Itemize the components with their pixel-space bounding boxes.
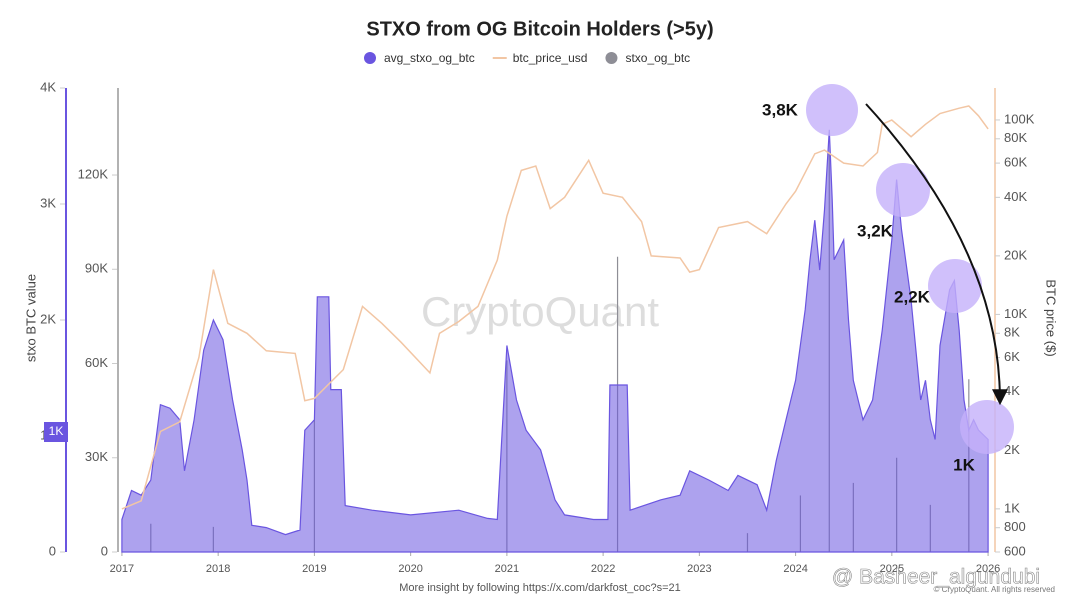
highlight xyxy=(876,163,930,217)
overlay-handle: @ Basheer_algundubi xyxy=(832,566,1040,589)
y3ticks-tick-label: 60K xyxy=(85,355,108,370)
y3ticks-tick-label: 90K xyxy=(85,261,108,276)
legend: avg_stxo_og_btc btc_price_usd stxo_og_btc xyxy=(364,51,690,65)
chart-title: STXO from OG Bitcoin Holders (>5y) xyxy=(366,18,713,40)
yticks-tick-label: 0 xyxy=(49,543,56,558)
x-tick-label: 2023 xyxy=(687,563,711,575)
y2ticks-tick-label: 1K xyxy=(1004,500,1020,515)
area xyxy=(121,129,989,553)
x-tick-label: 2026 xyxy=(976,563,1000,575)
x-tick-label: 2020 xyxy=(398,563,422,575)
legend-label: btc_price_usd xyxy=(513,51,588,65)
y2ticks-tick-label: 2K xyxy=(1004,442,1020,457)
x-tick-label: 2024 xyxy=(783,563,807,575)
legend-swatch xyxy=(605,52,618,64)
y2ticks-tick-label: 20K xyxy=(1004,247,1027,262)
y2ticks-tick-label: 6K xyxy=(1004,349,1020,364)
y2ticks-tick-label: 40K xyxy=(1004,189,1027,204)
line xyxy=(121,105,989,510)
x-tick-label: 2021 xyxy=(495,563,519,575)
yticks-tick-label: 3K xyxy=(40,195,56,210)
plot: 0 1K 2K 3K 4K 0 30K 60K 90K 120K 600 800 1K 2K 4K 6K 8K 1… xyxy=(40,79,1035,574)
y2ticks-tick-label: 4K xyxy=(1004,383,1020,398)
y2ticks-tick-label: 10K xyxy=(1004,306,1027,321)
footer: More insight by following https://x.com/… xyxy=(399,582,681,594)
y2ticks-tick-label: 80K xyxy=(1004,130,1027,145)
highlight xyxy=(928,259,982,313)
annotation: 1K xyxy=(953,455,975,474)
y-axis-title: stxo BTC value xyxy=(23,274,38,362)
y3ticks-tick-label: 30K xyxy=(85,449,108,464)
legend-label: stxo_og_btc xyxy=(625,51,690,65)
x-tick-label: 2019 xyxy=(302,563,326,575)
yticks-tick-label: 4K xyxy=(40,79,56,94)
x-tick-label: 2022 xyxy=(591,563,615,575)
current-value-box xyxy=(44,422,68,442)
y3ticks-tick-label: 120K xyxy=(78,166,109,181)
y2-axis-title: BTC price ($) xyxy=(1044,279,1059,356)
annotation: 3,8K xyxy=(762,100,799,119)
yticks-tick-label: 2K xyxy=(40,311,56,326)
y2ticks-tick-label: 600 xyxy=(1004,543,1026,558)
current-value-label: 1K xyxy=(49,424,64,438)
annotation: 3,2K xyxy=(857,221,894,240)
y2ticks-tick-label: 8K xyxy=(1004,325,1020,340)
highlight xyxy=(960,400,1014,454)
copyright: © CryptoQuant. All rights reserved xyxy=(934,585,1056,594)
annotation: 2,2K xyxy=(894,287,931,306)
x-tick-label: 2017 xyxy=(110,563,134,575)
legend-swatch xyxy=(364,52,376,64)
x-tick-label: 2018 xyxy=(206,563,230,575)
x-tick-label: 2025 xyxy=(880,563,904,575)
legend-label: avg_stxo_og_btc xyxy=(384,51,475,65)
y2ticks-tick-label: 800 xyxy=(1004,519,1026,534)
y2ticks-tick-label: 100K xyxy=(1004,111,1035,126)
arrow xyxy=(865,103,1008,406)
highlight xyxy=(806,84,858,136)
y2ticks-tick-label: 60K xyxy=(1004,155,1027,170)
watermark: CryptoQuant xyxy=(421,288,659,335)
y3ticks-tick-label: 0 xyxy=(101,543,108,558)
